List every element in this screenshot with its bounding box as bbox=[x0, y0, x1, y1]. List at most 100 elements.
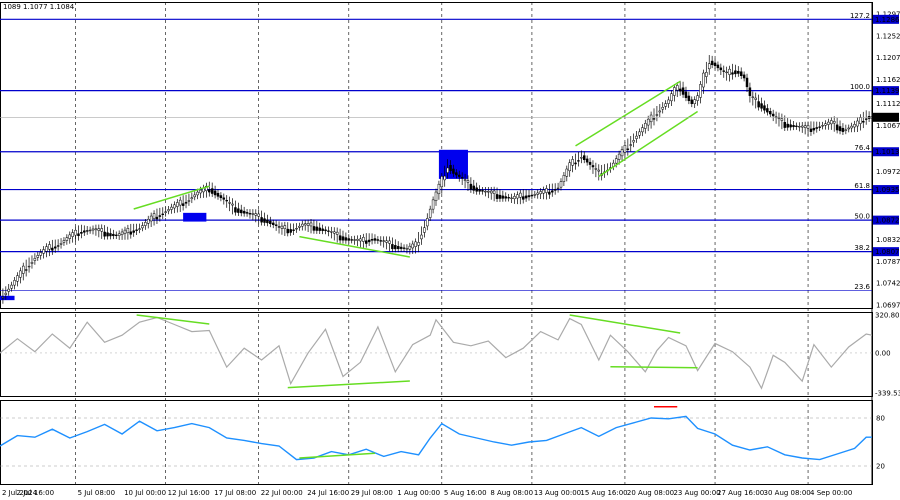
candle-body bbox=[306, 223, 310, 226]
candle-body bbox=[658, 110, 662, 113]
candle-body bbox=[553, 189, 557, 191]
candle-body bbox=[178, 199, 182, 206]
candle-body bbox=[138, 228, 141, 230]
candle-body bbox=[149, 215, 153, 222]
candle-body bbox=[725, 71, 728, 74]
x-axis-label: 10 Jul 00:00 bbox=[124, 489, 166, 497]
candle-body bbox=[661, 107, 664, 110]
candle-body bbox=[33, 258, 37, 261]
candle-body bbox=[655, 114, 659, 116]
candle-body bbox=[742, 74, 746, 79]
candle-body bbox=[144, 222, 147, 226]
candle-body bbox=[673, 87, 676, 96]
candle-body bbox=[97, 228, 101, 231]
candle-body bbox=[841, 127, 845, 132]
candle-body bbox=[83, 230, 86, 233]
candle-body bbox=[248, 213, 252, 215]
candle-body bbox=[678, 88, 682, 92]
fib-level-label: 127.2 bbox=[850, 12, 870, 20]
candle-body bbox=[123, 229, 127, 234]
candle-body bbox=[792, 125, 795, 128]
candle-body bbox=[117, 233, 121, 236]
candle-body bbox=[475, 187, 478, 192]
candle-body bbox=[48, 244, 51, 250]
candle-body bbox=[417, 242, 420, 246]
candle-body bbox=[449, 165, 452, 171]
candle-body bbox=[670, 93, 673, 102]
candle-body bbox=[364, 240, 368, 244]
candle-body bbox=[315, 226, 319, 231]
candle-body bbox=[850, 125, 853, 129]
candle-body bbox=[106, 232, 109, 237]
candle-body bbox=[623, 145, 627, 153]
candle-body bbox=[115, 234, 118, 236]
chart-header: 1089 1.1077 1.1084 bbox=[3, 3, 75, 11]
candle-body bbox=[271, 222, 275, 225]
price-trend-line bbox=[575, 80, 681, 147]
candle-body bbox=[7, 288, 10, 292]
candle-body bbox=[129, 231, 133, 235]
candle-body bbox=[835, 124, 839, 131]
candle-body bbox=[68, 234, 72, 239]
candle-body bbox=[167, 209, 170, 212]
candle-body bbox=[452, 168, 455, 174]
candle-body bbox=[350, 239, 353, 241]
x-axis-label: 12 Jul 16:00 bbox=[168, 489, 210, 497]
price-trend-line bbox=[133, 185, 210, 210]
candle-body bbox=[338, 235, 342, 241]
x-axis-label: 5 Aug 16:00 bbox=[444, 489, 487, 497]
candle-body bbox=[135, 229, 138, 231]
candle-body bbox=[88, 229, 92, 232]
oscillator-tick-label: -339.532 bbox=[875, 390, 900, 398]
price-tick-label: 1.1252 bbox=[876, 32, 900, 40]
fib-level-label: 100.0 bbox=[850, 83, 870, 91]
candle-body bbox=[771, 113, 775, 117]
oscillator-line bbox=[0, 316, 873, 390]
fib-level-label: 38.2 bbox=[854, 244, 870, 252]
candle-body bbox=[530, 194, 534, 197]
candle-body bbox=[62, 240, 66, 243]
candle-body bbox=[795, 125, 798, 127]
candle-body bbox=[91, 228, 95, 231]
candle-body bbox=[289, 229, 292, 233]
candle-body bbox=[495, 194, 499, 199]
price-tick-label: 1.1067 bbox=[876, 122, 900, 130]
candle-body bbox=[24, 269, 28, 271]
candle-body bbox=[478, 189, 481, 192]
price-tick-label: 1.1297 bbox=[876, 11, 900, 19]
oscillator-trend-line bbox=[569, 314, 681, 334]
candle-body bbox=[545, 188, 548, 193]
candle-body bbox=[405, 248, 409, 250]
candle-body bbox=[286, 228, 290, 234]
fib-level-label: 61.8 bbox=[854, 182, 870, 190]
fib-price-tag bbox=[873, 14, 899, 24]
candle-body bbox=[388, 240, 391, 244]
candle-body bbox=[295, 228, 298, 230]
candle-body bbox=[812, 127, 816, 131]
x-axis-label: 15 Aug 16:00 bbox=[580, 489, 627, 497]
candle-body bbox=[824, 123, 827, 126]
candle-body bbox=[431, 199, 435, 210]
price-trend-line bbox=[299, 235, 410, 258]
x-axis-label: 29 Jul 08:00 bbox=[351, 489, 393, 497]
candle-body bbox=[832, 121, 836, 124]
x-axis-label: 8 Aug 08:00 bbox=[490, 489, 533, 497]
candle-body bbox=[94, 228, 98, 231]
candle-body bbox=[731, 72, 734, 75]
candle-body bbox=[629, 144, 632, 146]
candle-body bbox=[266, 219, 269, 224]
candle-body bbox=[22, 265, 25, 274]
x-axis-label: 2 Jul 2024 bbox=[2, 489, 38, 497]
candle-body bbox=[367, 239, 371, 243]
candle-body bbox=[298, 225, 301, 228]
fib-level-label: 23.6 bbox=[854, 283, 870, 291]
candle-body bbox=[205, 185, 208, 192]
x-axis-label: 5 Jul 08:00 bbox=[78, 489, 116, 497]
rsi-line bbox=[0, 415, 872, 461]
candle-body bbox=[847, 127, 850, 130]
candle-body bbox=[13, 280, 16, 286]
candle-body bbox=[469, 183, 473, 190]
candle-body bbox=[769, 110, 772, 115]
candle-body bbox=[591, 165, 595, 168]
fib-price-tag-text: 1.0872 bbox=[875, 217, 900, 225]
